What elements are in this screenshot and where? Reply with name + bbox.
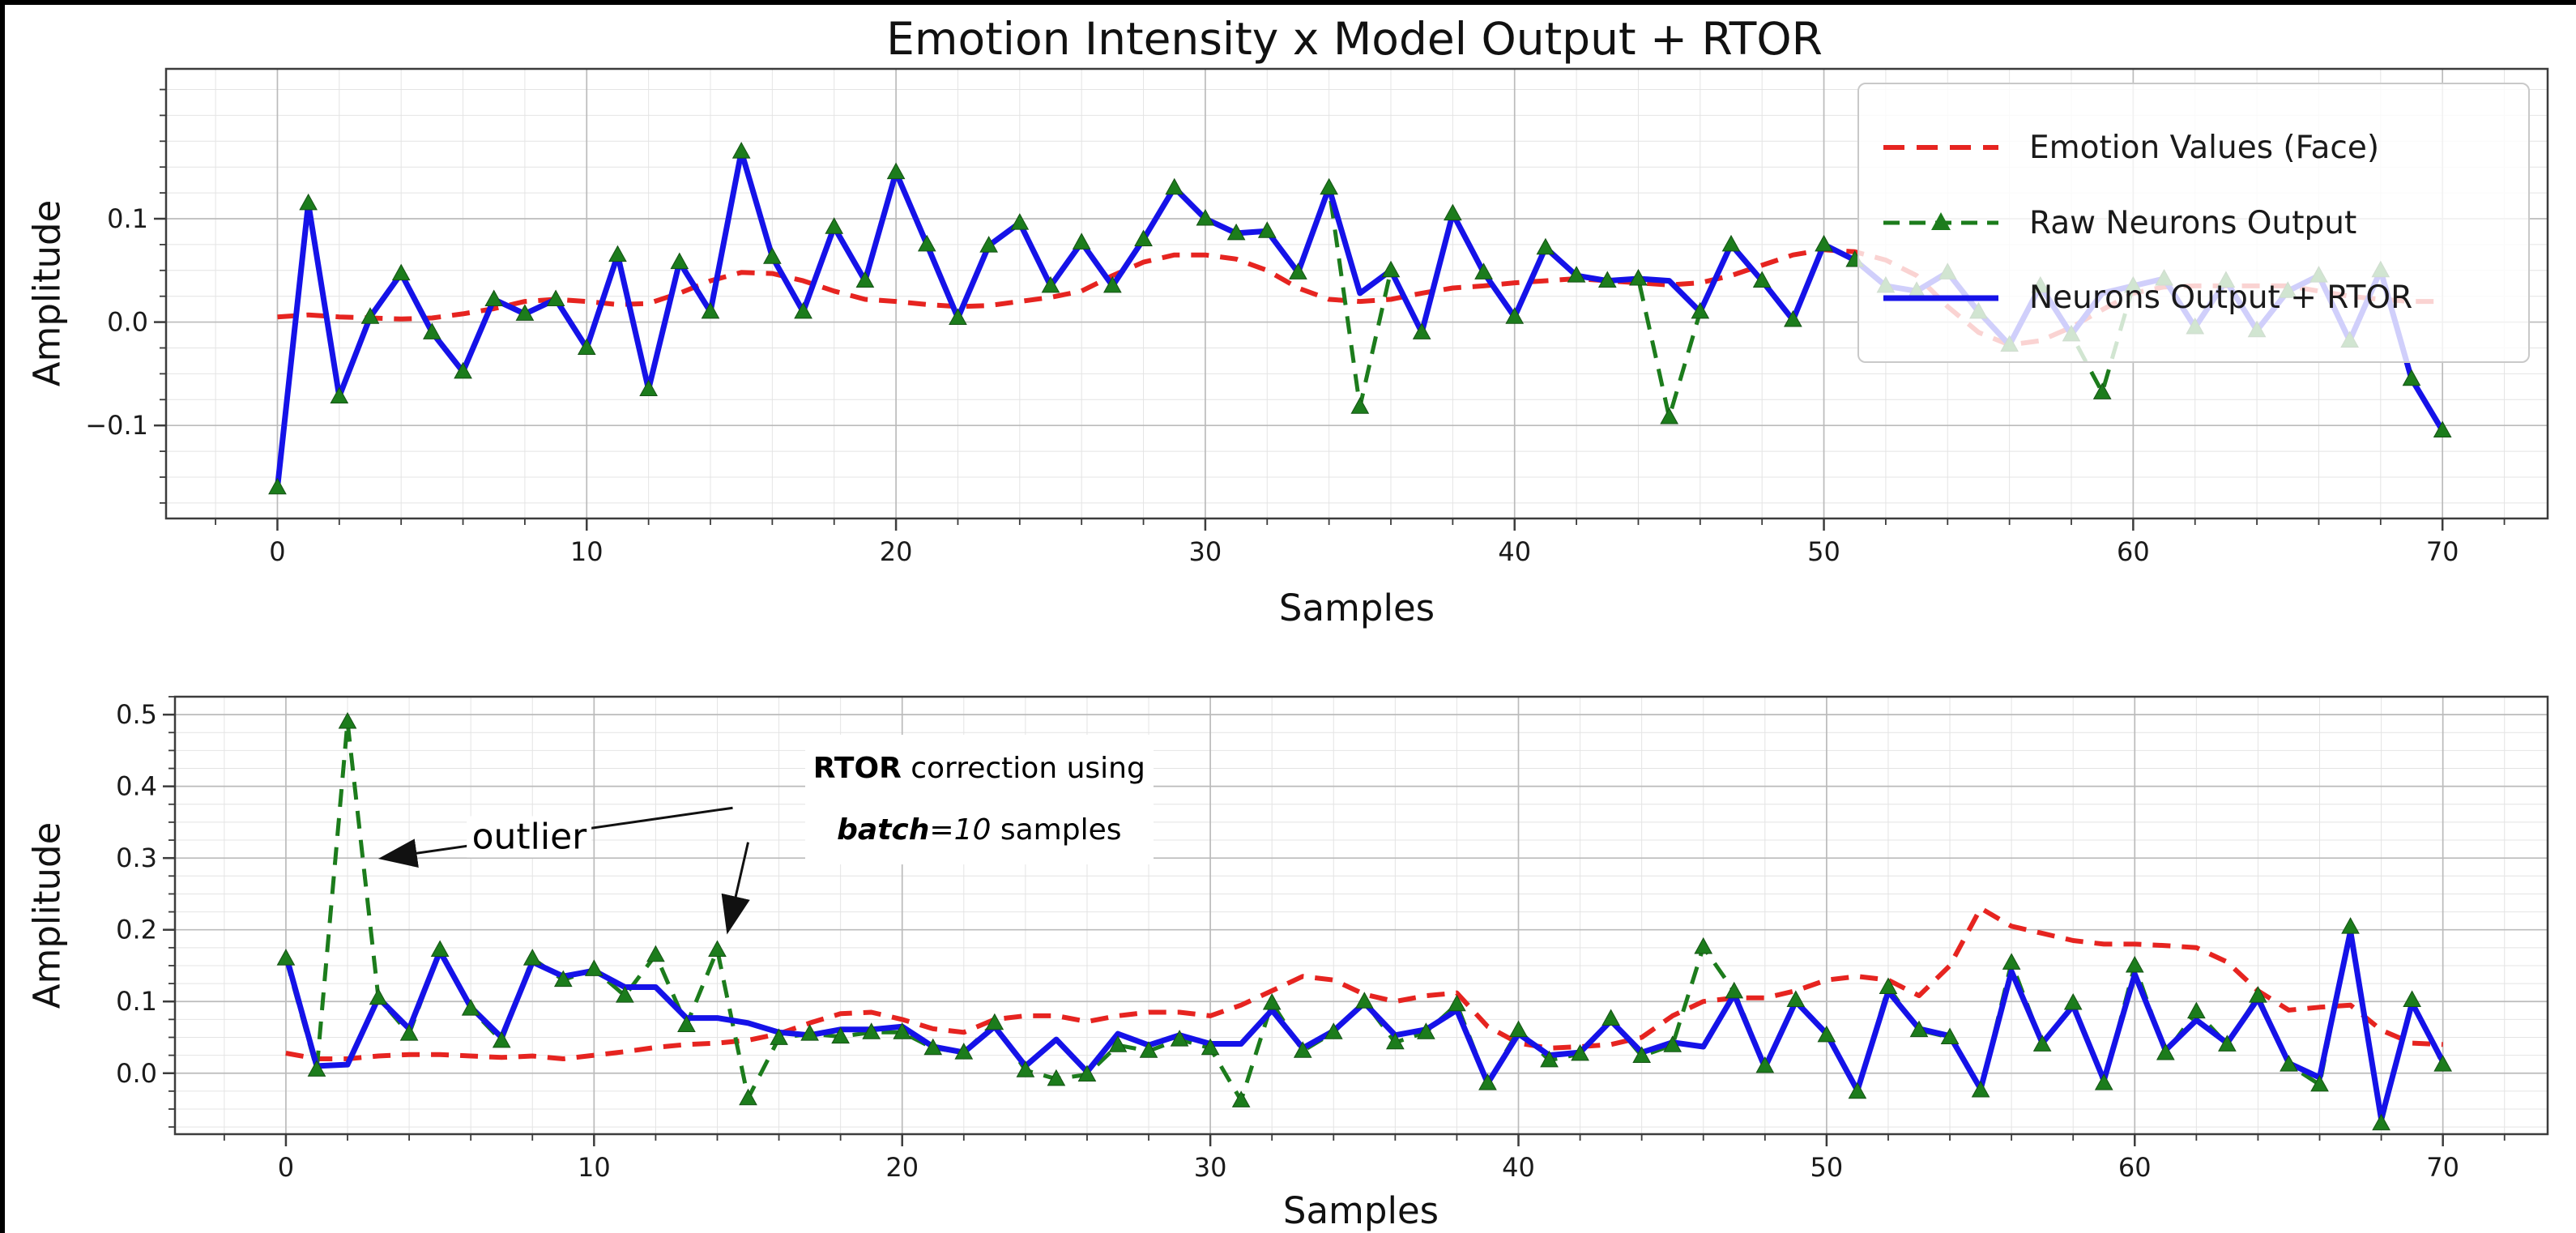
- annotation-arrow-batch-spike: [721, 842, 750, 935]
- bottom-xlabel: Samples: [1282, 1189, 1439, 1232]
- bottom-series-raw-neurons: [284, 719, 2445, 1126]
- x-tick-label: 50: [1810, 1152, 1844, 1183]
- bottom-raw-neurons-markers: [276, 711, 2453, 1131]
- x-tick-label: 40: [1502, 1152, 1535, 1183]
- legend-swatch-dashed-red-line: [1883, 145, 1998, 151]
- y-tick-label: 0.1: [116, 986, 157, 1017]
- bottom-series-emotion: [285, 906, 2443, 1061]
- x-tick-label: 10: [570, 536, 603, 567]
- bottom-chart: 0 10 20 30 40 50 60 70 0.0 0.1 0.2 0.3 0.4 0.5: [116, 695, 2549, 1183]
- annotation-outlier-text: outlier: [471, 816, 587, 858]
- y-tick-label: −0.1: [85, 410, 148, 441]
- legend: Emotion Values (Face) Raw Neurons Output…: [1857, 83, 2530, 363]
- y-tick-label: 0.1: [107, 203, 148, 234]
- x-tick-label: 70: [2426, 536, 2459, 567]
- y-tick-label: 0.5: [116, 699, 157, 730]
- annotation-rtor-line2: batch=10 samples: [837, 813, 1122, 847]
- x-tick-label: 40: [1498, 536, 1531, 567]
- x-tick-label: 10: [578, 1152, 611, 1183]
- x-tick-label: 60: [2118, 1152, 2152, 1183]
- bottom-ticks: [163, 696, 2506, 1146]
- x-tick-label: 0: [278, 1152, 294, 1183]
- window-border-left: [0, 0, 5, 1233]
- window-border-top: [0, 0, 2576, 5]
- legend-label: Raw Neurons Output: [2029, 204, 2357, 241]
- minor-grid: [175, 696, 2548, 1134]
- x-tick-label: 20: [885, 1152, 919, 1183]
- x-tick-label: 30: [1194, 1152, 1227, 1183]
- y-tick-label: 0.4: [116, 771, 157, 802]
- annotation-rtor-line1: RTOR correction using: [812, 751, 1145, 785]
- legend-item-emotion: Emotion Values (Face): [1880, 130, 2507, 166]
- legend-label: Neurons Output + RTOR: [2029, 279, 2413, 317]
- bottom-spines: [173, 695, 2549, 1136]
- bottom-ylabel: Amplitude: [25, 821, 69, 1009]
- x-tick-label: 20: [880, 536, 913, 567]
- top-ticks: [154, 88, 2506, 531]
- y-tick-label: 0.0: [116, 1058, 157, 1089]
- annotation-rtor-correction: RTOR correction using batch=10 samples: [804, 734, 1154, 864]
- figure-title: Emotion Intensity x Model Output + RTOR: [886, 13, 1823, 65]
- top-ylabel: Amplitude: [25, 199, 69, 387]
- x-tick-label: 50: [1807, 536, 1840, 567]
- x-tick-label: 60: [2117, 536, 2150, 567]
- x-tick-label: 30: [1189, 536, 1222, 567]
- y-tick-label: 0.2: [116, 915, 157, 945]
- annotation-outlier: outlier: [467, 816, 592, 858]
- legend-item-rtor: Neurons Output + RTOR: [1880, 279, 2507, 316]
- legend-label: Emotion Values (Face): [2029, 129, 2380, 166]
- legend-item-raw-neurons: Raw Neurons Output: [1880, 205, 2507, 241]
- y-tick-label: 0.3: [116, 843, 157, 873]
- x-tick-label: 0: [269, 536, 285, 567]
- top-xlabel: Samples: [1278, 587, 1435, 629]
- y-tick-label: 0.0: [107, 307, 148, 338]
- legend-swatch-dashed-green-triangle-line: [1883, 212, 1998, 230]
- major-grid: [175, 697, 2548, 1134]
- top-spines: [164, 67, 2549, 520]
- legend-swatch-solid-blue-line: [1883, 295, 1998, 301]
- x-tick-label: 70: [2426, 1152, 2459, 1183]
